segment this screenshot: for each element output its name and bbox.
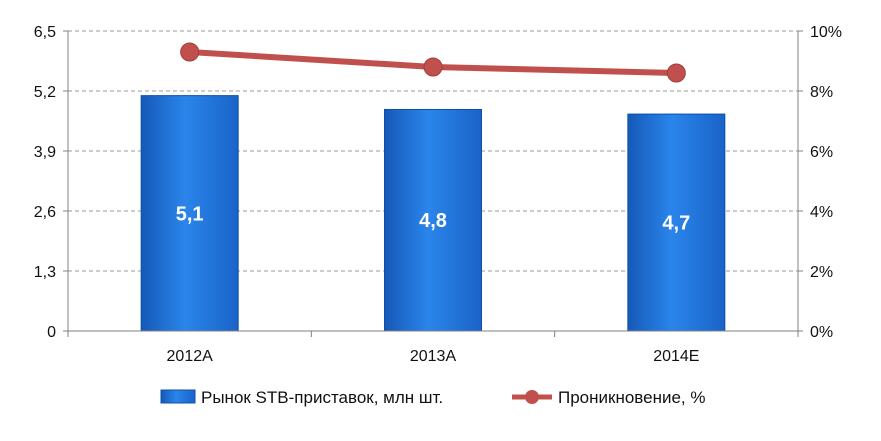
right-tick-label: 6%: [810, 144, 833, 161]
legend-swatch-marker: [525, 390, 539, 404]
right-tick-label: 10%: [810, 24, 842, 41]
penetration-point-2013A: [423, 57, 443, 77]
category-label: 2014E: [653, 348, 699, 365]
legend: Рынок STB-приставок, млн шт. Проникновени…: [160, 388, 706, 407]
bar-data-label: 5,1: [176, 203, 204, 225]
left-tick-label: 1,3: [34, 264, 56, 281]
right-tick-label: 2%: [810, 264, 833, 281]
bar-series: [140, 95, 726, 332]
bar-2012A: [140, 95, 239, 332]
legend-label-line: Проникновение, %: [558, 388, 706, 407]
category-label: 2013A: [410, 348, 457, 365]
axes: [63, 30, 803, 337]
left-tick-label: 5,2: [34, 84, 56, 101]
line-series: [180, 42, 686, 83]
left-tick-label: 2,6: [34, 204, 56, 221]
bar-2013A: [384, 108, 482, 332]
penetration-point-2014E: [666, 63, 686, 83]
right-tick-label: 4%: [810, 204, 833, 221]
bar-2014E: [627, 113, 726, 332]
bar-data-label: 4,7: [662, 213, 690, 235]
left-tick-label: 0: [47, 324, 56, 341]
bar-data-label: 4,8: [419, 210, 447, 232]
right-tick-label: 8%: [810, 84, 833, 101]
right-tick-label: 0%: [810, 324, 833, 341]
labels: 5,1 4,8 4,7 0 1,3 2,6 3,9 5,2 6,5 0% 2% 4% 6% 8% 10% 20…: [34, 24, 842, 365]
left-tick-label: 3,9: [34, 144, 56, 161]
legend-label-bar: Рынок STB-приставок, млн шт.: [201, 388, 443, 407]
legend-swatch-bar: [160, 389, 196, 404]
left-tick-label: 6,5: [34, 24, 56, 41]
penetration-point-2012A: [180, 42, 200, 62]
category-label: 2012A: [167, 348, 214, 365]
